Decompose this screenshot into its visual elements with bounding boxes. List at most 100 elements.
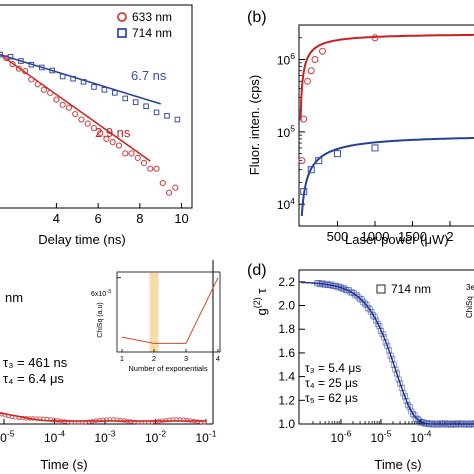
- panel-b-ytick-label-base: 10: [277, 198, 291, 212]
- panel-c-xtick-label: 10-1: [195, 429, 216, 445]
- panel-a-fit-line-red: [0, 53, 151, 162]
- panel-d-xtick-label: 10-6: [330, 429, 351, 445]
- panel-a-data-point-blue: [112, 90, 118, 96]
- panel-b-ytick-label-exp: 5: [290, 123, 295, 133]
- panel-c-xtick-label-base: 10: [195, 431, 209, 445]
- panel-d-data-point: [392, 366, 399, 373]
- panel-a-data-point-red: [140, 159, 148, 167]
- panel-c-xtick-label-exp: -5: [7, 429, 15, 439]
- panel-a-data-point-red: [90, 125, 98, 132]
- panel-a-xtick-label: 10: [174, 211, 188, 226]
- panel-a-data-point-red: [128, 150, 135, 157]
- panel-a-data-point-red: [59, 101, 66, 108]
- panel-d-xtick-label-base: 10: [370, 431, 384, 445]
- panel-d-ylabel-prefix: g: [254, 308, 269, 315]
- panel-d-data-point: [363, 301, 370, 308]
- panel-c-inset-xtick-label: 3: [184, 354, 188, 363]
- panel-c-xtick-label-exp: -3: [108, 429, 116, 439]
- panel-d-data-point: [409, 410, 416, 417]
- panel-c-fragment-tau3: τ₃ = 461 ns: [3, 355, 68, 370]
- panel-a-data-point-red: [72, 110, 79, 118]
- panel-d-ytick-label: 1.4: [278, 370, 295, 384]
- panel-a-data-point-blue: [18, 58, 24, 64]
- panel-d-data-point: [373, 317, 380, 324]
- panel-b-data-point-red: [319, 47, 326, 55]
- panel-c-inset-ytop-label-base: 6x10: [91, 291, 106, 298]
- panel-b-ytick-label-exp: 6: [290, 51, 295, 61]
- panel-c-inset-xtick-label: 1: [120, 354, 124, 363]
- panel-a-data-point-red: [147, 165, 154, 172]
- panel-d-annotation-tau: τ₄ = 25 μs: [305, 376, 358, 390]
- panel-d-data-point: [378, 327, 384, 334]
- panel-b-xtick-label: 1000: [361, 229, 390, 244]
- panel-a-data-point-red: [53, 96, 60, 103]
- panel-d-data-point: [355, 294, 362, 301]
- panel-d-data-point: [354, 292, 360, 299]
- panel-b-label: (b): [247, 9, 267, 26]
- panel-a-annotation-tau-red: 2.9 ns: [95, 125, 131, 140]
- panel-c-xtick-label-exp: -1: [209, 429, 217, 439]
- panel-d-data-point: [397, 380, 404, 387]
- panel-b-ytick-label: 106: [277, 51, 295, 67]
- panel-a-data-point-blue: [59, 73, 66, 80]
- panel-d-ytick-label: 1.8: [278, 322, 295, 336]
- panel-a-legend-marker-blue: [117, 28, 127, 38]
- panel-c-inset-line: [121, 277, 219, 344]
- panel-b-xtick-label: 500: [327, 229, 349, 244]
- panel-a-legend-label-red: 633 nm: [132, 10, 172, 24]
- panel-b-ytick-label-base: 10: [277, 126, 291, 140]
- panel-b-fit-line-red: [299, 33, 474, 121]
- panel-a-data-point-blue: [80, 79, 87, 85]
- panel-d-ylabel-suffix: τ: [254, 288, 269, 298]
- panel-a-data-point-red: [3, 55, 10, 62]
- panel-d-frame: [298, 269, 474, 425]
- panel-a-data-point-red: [9, 61, 16, 68]
- panel-a-fit-line-blue: [0, 53, 161, 105]
- panel-c-inset-xtick-label: 2: [152, 354, 156, 363]
- panel-a-annotation-tau-blue: 6.7 ns: [131, 68, 167, 83]
- panel-a-data-point-red: [134, 154, 141, 161]
- panel-c-xtick-label-base: 10: [94, 431, 108, 445]
- panel-d-data-point: [368, 308, 375, 315]
- panel-d: (d)1.01.21.41.61.82.02.210-6 10-5 10-4Time…: [247, 262, 474, 472]
- panel-d-ytick-label: 1.6: [278, 346, 295, 360]
- panel-d-data-point: [338, 284, 344, 291]
- panel-c-inset-ytop-label-exp: -3: [106, 289, 111, 295]
- panel-c-inset-frame: [116, 271, 221, 353]
- panel-d-fit-line: [300, 281, 474, 425]
- panel-b-ytick-label-exp: 4: [290, 196, 295, 206]
- panel-c-xtick-label-exp: -2: [158, 429, 166, 439]
- panel-c-xtick-label: 10-3: [94, 429, 115, 445]
- panel-b-data-point-blue: [307, 166, 315, 174]
- panel-d-data-point: [405, 402, 412, 409]
- panel-d-data-point: [406, 404, 413, 411]
- panel-d-right-cut-text: 3e: [466, 283, 474, 292]
- panel-c-xtick-label-base: 10: [44, 431, 58, 445]
- panel-a-data-point-red: [97, 130, 104, 137]
- panel-d-data-point: [465, 421, 472, 428]
- panel-a-frame: [0, 4, 193, 209]
- panel-d-ylabel-sup: (2): [252, 297, 262, 308]
- panel-c-fragment-tau4: τ₄ = 6.4 μs: [3, 371, 64, 386]
- panel-a-data-point-red: [22, 68, 29, 75]
- panel-a-data-point-blue: [143, 103, 149, 110]
- panel-a-legend-marker-red: [117, 12, 127, 22]
- panel-b-xlabel: Laser power (μW): [345, 232, 449, 247]
- panel-a-data-point-red: [165, 189, 173, 196]
- panel-b-data-point-blue: [315, 157, 323, 165]
- panel-d-data-point: [376, 323, 383, 330]
- panel-d-xtick-label: 10-4: [410, 429, 431, 445]
- panel-b-xtick-label: 2: [446, 229, 453, 244]
- panel-a-data-point-red: [103, 135, 110, 143]
- panel-a-data-point-blue: [49, 67, 56, 74]
- panel-a-data-point-blue: [39, 64, 45, 71]
- panel-d-ytick-label: 2.0: [278, 299, 295, 313]
- panel-d-ylabel: g(2) τ: [252, 288, 269, 316]
- panel-a-data-point-blue: [153, 109, 160, 116]
- panel-d-xlabel: Time (s): [374, 457, 421, 472]
- panel-a-data-point-red: [115, 142, 123, 149]
- panel-a-data-point-blue: [132, 99, 139, 105]
- panel-b-ylabel: Fluor. inten. (cps): [247, 75, 262, 175]
- panel-b-data-point-red: [298, 157, 306, 165]
